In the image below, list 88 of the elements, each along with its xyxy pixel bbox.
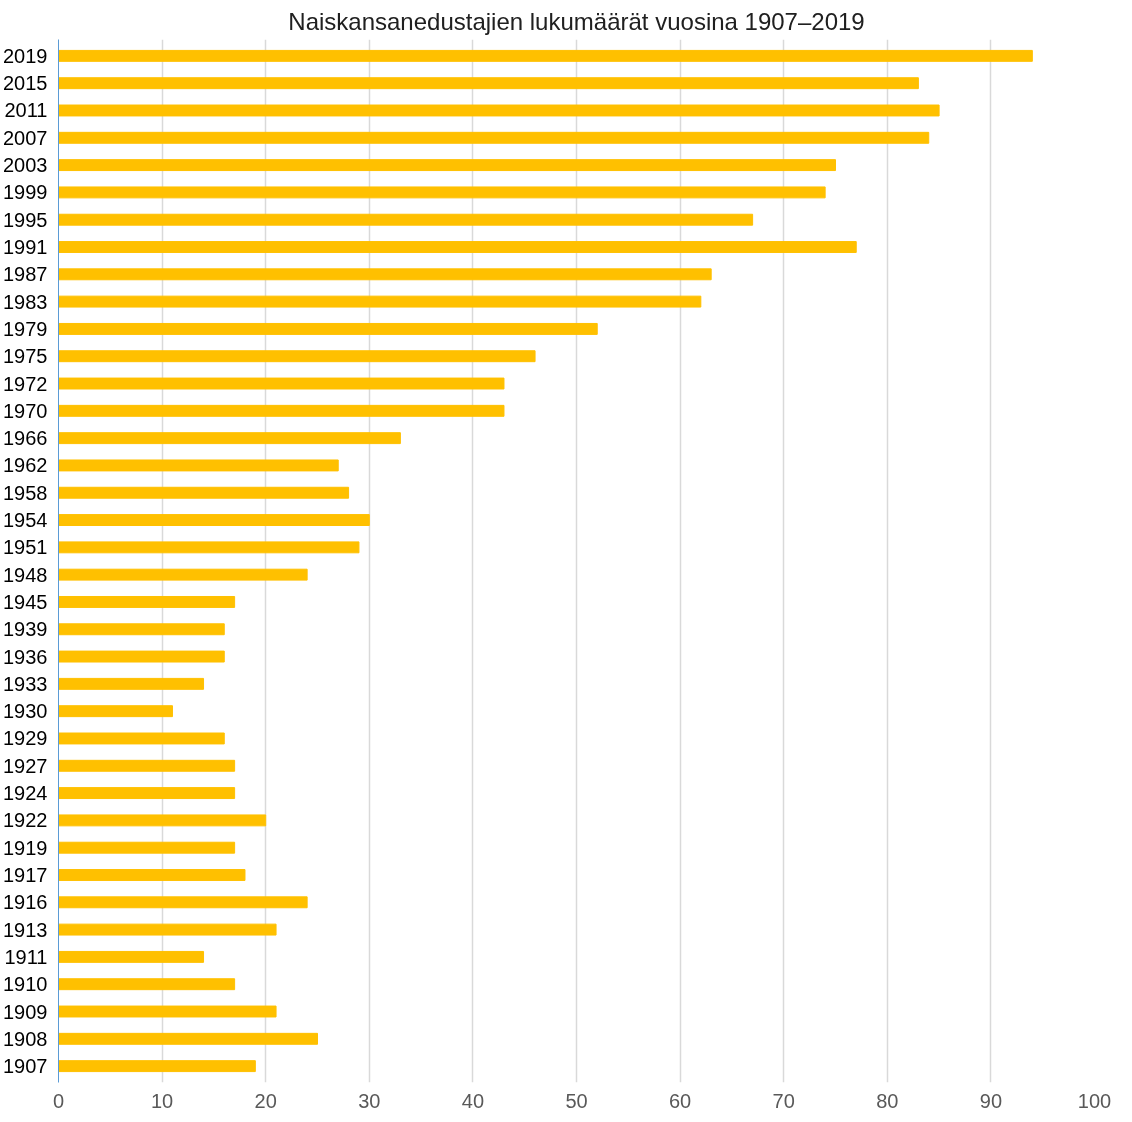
bar	[58, 241, 857, 253]
bar	[58, 77, 919, 90]
bar	[58, 1060, 256, 1073]
y-tick-label: 1948	[3, 563, 48, 586]
y-tick-label: 2019	[3, 44, 48, 67]
bar	[58, 923, 277, 936]
bar	[58, 377, 505, 390]
y-tick-label: 1970	[3, 399, 48, 422]
y-tick-label: 1975	[3, 345, 48, 368]
bar	[58, 104, 940, 117]
y-tick-label: 1987	[3, 263, 48, 286]
chart-title: Naiskansanedustajien lukumäärät vuosina 1907–2019	[288, 7, 865, 35]
x-tick-label: 80	[876, 1089, 899, 1112]
bar	[58, 268, 712, 281]
bar	[58, 869, 246, 881]
x-tick-label: 0	[52, 1089, 65, 1112]
x-tick-label: 50	[565, 1089, 588, 1112]
bar	[58, 787, 236, 800]
bar	[58, 595, 236, 608]
y-tick-label: 1910	[3, 973, 48, 996]
bar	[58, 486, 350, 499]
bar	[58, 896, 308, 909]
y-tick-label: 1954	[3, 509, 48, 532]
y-tick-label: 1916	[3, 891, 48, 914]
y-tick-label: 2015	[3, 72, 48, 95]
y-tick-label: 1908	[3, 1027, 48, 1050]
y-tick-label: 1939	[3, 618, 48, 641]
y-tick-label: 1979	[3, 317, 48, 340]
y-tick-label: 1951	[3, 536, 48, 559]
y-tick-label: 1927	[3, 754, 48, 777]
x-tick-label: 70	[772, 1089, 795, 1112]
bar	[58, 623, 225, 636]
y-tick-label: 1945	[3, 590, 48, 613]
y-tick-label: 1933	[3, 672, 48, 695]
y-tick-label: 1919	[3, 836, 48, 859]
x-tick-label: 60	[668, 1089, 692, 1112]
y-tick-label: 1917	[3, 863, 48, 886]
bar	[58, 568, 308, 581]
bar	[58, 732, 225, 745]
y-tick-label: 2007	[3, 126, 48, 149]
x-tick-label: 100	[1077, 1089, 1112, 1112]
y-tick-label: 1930	[3, 700, 48, 723]
bar	[58, 432, 401, 445]
y-tick-label: 1958	[3, 481, 48, 504]
bar	[58, 49, 1033, 62]
y-tick-label: 1995	[3, 208, 48, 231]
bar	[58, 131, 930, 144]
bar	[58, 1005, 277, 1018]
x-tick-label: 30	[358, 1089, 381, 1112]
y-tick-label: 1929	[3, 727, 48, 750]
y-tick-label: 1972	[3, 372, 48, 395]
y-tick-label: 2011	[4, 99, 48, 122]
bar	[58, 404, 505, 417]
y-tick-label: 1999	[3, 181, 48, 204]
bar	[58, 541, 360, 554]
bar	[58, 677, 205, 690]
y-tick-label: 1962	[3, 454, 48, 477]
bar	[58, 159, 836, 172]
y-tick-label: 1907	[3, 1055, 48, 1078]
y-tick-label: 1909	[3, 1000, 48, 1023]
y-tick-label: 1911	[4, 945, 48, 968]
bar	[58, 705, 173, 718]
x-tick-label: 90	[979, 1089, 1003, 1112]
x-tick-label: 40	[461, 1089, 485, 1112]
y-tick-label: 1924	[3, 782, 48, 805]
bar	[58, 350, 536, 363]
y-tick-label: 1991	[3, 236, 48, 259]
y-tick-label: 2003	[3, 154, 48, 177]
bar	[58, 759, 236, 772]
y-tick-label: 1913	[3, 918, 48, 941]
bar	[58, 186, 826, 199]
bar	[58, 322, 598, 335]
bar	[58, 295, 702, 308]
x-tick-label: 10	[150, 1089, 174, 1112]
bar	[58, 650, 225, 663]
y-tick-label: 1983	[3, 290, 48, 313]
y-tick-label: 1922	[3, 809, 48, 832]
bar	[58, 841, 236, 854]
x-tick-label: 20	[254, 1089, 277, 1112]
bar	[58, 1032, 318, 1045]
bar	[58, 514, 370, 527]
bar	[58, 213, 754, 226]
bar	[58, 814, 267, 827]
y-tick-label: 1966	[3, 427, 48, 450]
bar	[58, 978, 236, 991]
bar	[58, 459, 339, 472]
bar	[58, 950, 205, 963]
y-tick-label: 1936	[3, 645, 48, 668]
